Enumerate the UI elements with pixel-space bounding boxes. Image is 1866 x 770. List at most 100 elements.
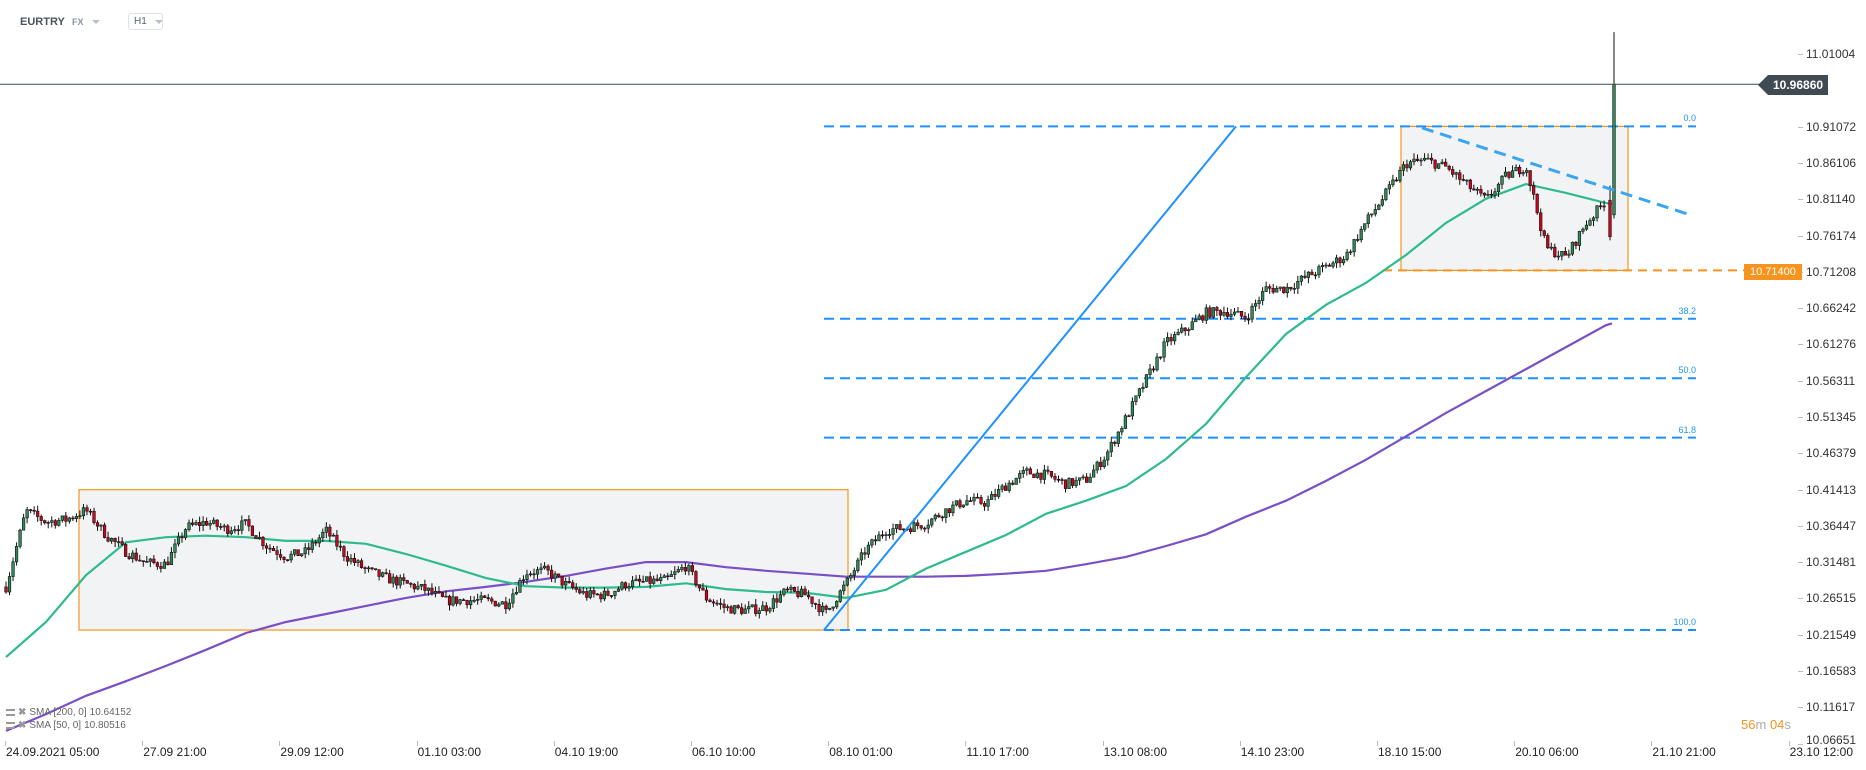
candle-body: [433, 590, 438, 594]
y-tick: [1798, 453, 1803, 455]
candle-body: [810, 596, 814, 604]
candle-body: [778, 594, 782, 603]
candle-body: [1025, 468, 1029, 471]
candle-body: [275, 550, 279, 555]
candle-body: [578, 589, 582, 594]
candle-body: [1486, 193, 1490, 196]
candle-body: [986, 499, 990, 507]
candle-body: [880, 534, 885, 537]
candle-body: [247, 519, 251, 527]
candle-body: [1518, 166, 1522, 175]
candle-body: [1612, 83, 1616, 216]
candle-body: [437, 590, 441, 594]
candle-body: [1106, 451, 1110, 461]
y-tick-label: 10.61276: [1806, 337, 1857, 352]
candle-body: [1342, 259, 1346, 264]
candle-body: [1197, 315, 1201, 320]
candle-body: [715, 602, 719, 605]
candle-body: [581, 591, 585, 594]
legend-label: SMA [200, 0]: [29, 707, 87, 718]
candle-body: [1063, 479, 1068, 489]
x-tick-label: 29.09 12:00: [280, 745, 344, 759]
x-tick: [279, 741, 281, 746]
candle-body: [1331, 262, 1335, 267]
candle-body: [557, 573, 561, 577]
candle-body: [1246, 318, 1251, 321]
candle-body: [352, 557, 357, 563]
fibonacci-retracement[interactable]: [824, 125, 1696, 632]
candle-body: [1394, 179, 1398, 182]
candle-body: [159, 566, 163, 569]
candle-body: [261, 536, 265, 547]
candle-body: [324, 526, 328, 533]
candle-body: [169, 552, 174, 566]
moving-averages: [5, 182, 1613, 732]
candle-body: [493, 600, 497, 607]
candle-body: [1430, 157, 1434, 161]
candle-body: [891, 528, 895, 535]
settings-icon[interactable]: [6, 722, 15, 729]
candle-body: [1608, 199, 1612, 238]
candle-body: [901, 528, 906, 531]
candle-body: [1458, 172, 1462, 180]
symbol-name[interactable]: EURTRY: [20, 16, 65, 28]
candle-body: [630, 580, 635, 588]
y-tick: [1798, 308, 1803, 310]
candle-body: [1187, 329, 1191, 332]
close-icon[interactable]: ✖: [18, 707, 27, 718]
candle-body: [972, 496, 976, 502]
settings-icon[interactable]: [6, 709, 15, 716]
candle-body: [384, 572, 388, 575]
x-tick-label: 14.10 23:00: [1240, 745, 1305, 759]
candle-body: [373, 568, 378, 570]
candle-body: [669, 574, 673, 577]
candle-body: [1285, 286, 1289, 294]
candle-body: [958, 500, 962, 508]
candles: [4, 32, 1616, 619]
candle-body: [1155, 356, 1159, 371]
x-tick-label: 20.10 06:00: [1515, 745, 1579, 759]
x-tick: [965, 741, 967, 746]
candle-body: [856, 559, 860, 571]
candle-body: [775, 598, 779, 603]
candle-body: [1356, 239, 1360, 241]
y-tick: [1798, 634, 1803, 636]
x-tick-label: 11.10 17:00: [966, 745, 1029, 759]
candle-body: [1454, 172, 1458, 175]
rectangle-drawings[interactable]: [78, 125, 1744, 631]
trendlines[interactable]: [0, 83, 1760, 631]
candle-body: [331, 534, 335, 537]
candle-body: [148, 558, 152, 562]
candle-body: [1081, 476, 1085, 479]
close-icon[interactable]: ✖: [18, 720, 27, 731]
timeframe-dropdown[interactable]: H1: [128, 13, 163, 30]
candle-body: [729, 606, 733, 614]
candle-body: [817, 604, 821, 613]
candle-body: [67, 517, 71, 522]
candle-body: [1317, 266, 1321, 276]
candle-body: [1507, 171, 1511, 178]
candle-body: [690, 565, 694, 572]
candle-body: [440, 592, 445, 597]
candle-body: [1500, 175, 1504, 185]
candle-body: [1141, 386, 1145, 389]
candle-body: [1377, 204, 1381, 210]
y-tick-label: 10.31481: [1806, 555, 1857, 570]
candle-body: [1363, 223, 1367, 230]
candle-body: [947, 508, 951, 514]
candle-body: [476, 599, 480, 601]
y-tick: [1798, 416, 1803, 418]
candle-body: [1151, 368, 1156, 371]
candle-body: [926, 524, 930, 529]
candle-body: [652, 578, 656, 584]
candle-body: [183, 529, 188, 538]
market-selector[interactable]: FX: [72, 12, 100, 32]
candle-body: [479, 595, 483, 600]
candle-body: [968, 500, 973, 502]
x-tick-label: 27.09 21:00: [143, 745, 207, 759]
candle-body: [388, 573, 392, 584]
candle-body: [78, 515, 82, 518]
candle-body: [1426, 157, 1430, 160]
fib-level-label: 38.2: [1678, 305, 1696, 316]
